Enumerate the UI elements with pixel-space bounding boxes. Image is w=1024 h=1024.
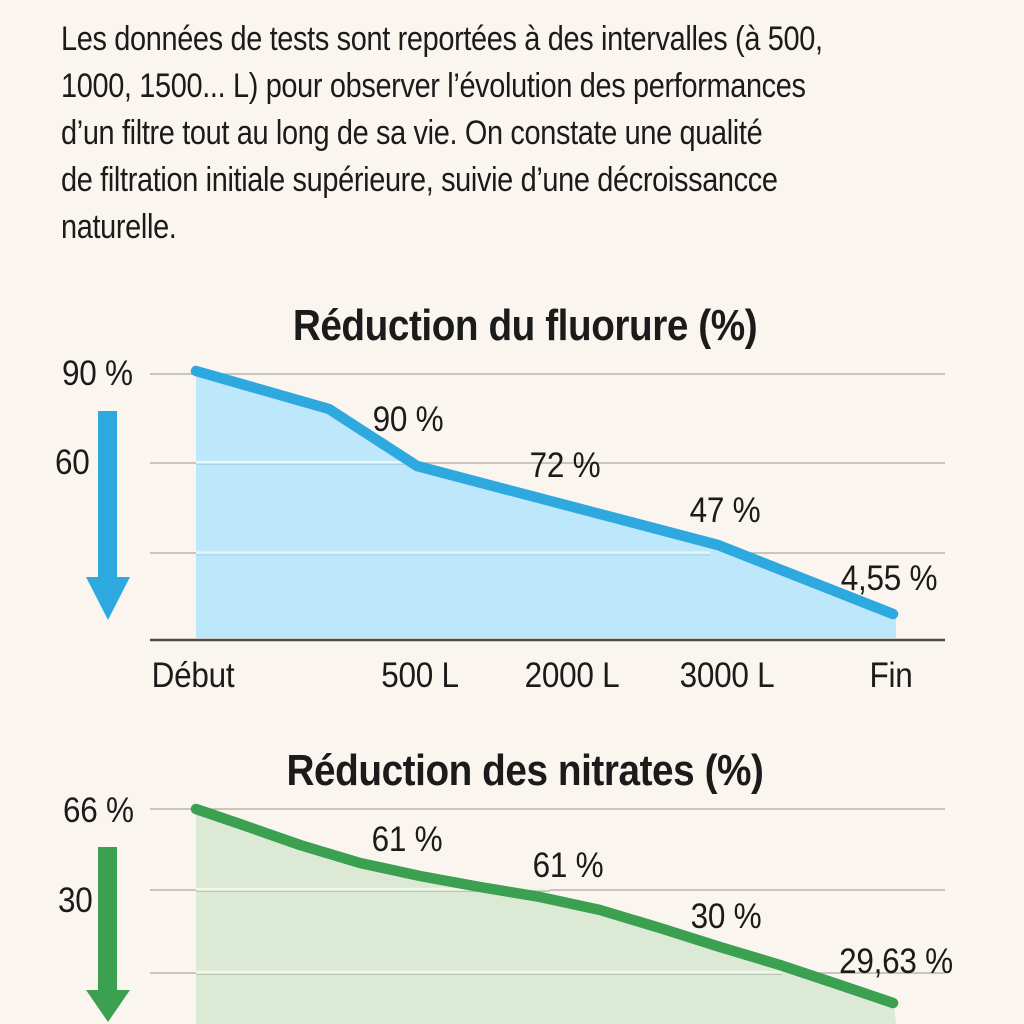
chart1-x-tick-500l: 500 L xyxy=(381,656,459,695)
chart1-x-tick-2000l: 2000 L xyxy=(524,656,620,695)
chart1-value-label-2: 72 % xyxy=(529,446,601,485)
chart1-x-tick-debut: Début xyxy=(151,656,235,695)
intro-text: Les données de tests sont reportées à de… xyxy=(61,20,823,246)
chart1-value-label-4: 4,55 % xyxy=(840,559,938,598)
chart2-value-label-3: 30 % xyxy=(690,897,762,936)
chart2-line xyxy=(190,803,899,1009)
chart1-value-label-1: 90 % xyxy=(372,400,444,439)
chart1-y-tick-90: 90 % xyxy=(62,354,133,393)
chart2-down-arrow-icon xyxy=(86,847,130,1022)
chart1-line xyxy=(190,365,899,620)
chart1-area xyxy=(196,373,896,638)
chart2-value-label-4: 29,63 % xyxy=(839,942,953,981)
chart1-x-tick-fin: Fin xyxy=(869,656,913,695)
chart1-value-label-3: 47 % xyxy=(689,491,761,530)
chart1-down-arrow-icon xyxy=(86,411,130,620)
chart1-infill-gridlines xyxy=(196,460,710,556)
chart1-y-tick-60: 60 xyxy=(55,443,90,482)
chart2-title: Réduction des nitrates (%) xyxy=(286,746,764,795)
chart2-area xyxy=(196,811,896,1024)
chart2-y-tick-30: 30 xyxy=(58,881,93,920)
chart2-value-label-2: 61 % xyxy=(532,846,604,885)
chart1-title: Réduction du fluorure (%) xyxy=(292,301,758,350)
chart2-value-label-1: 61 % xyxy=(371,820,443,859)
chart2-y-tick-66: 66 % xyxy=(63,791,134,830)
chart1-x-tick-3000l: 3000 L xyxy=(679,656,775,695)
